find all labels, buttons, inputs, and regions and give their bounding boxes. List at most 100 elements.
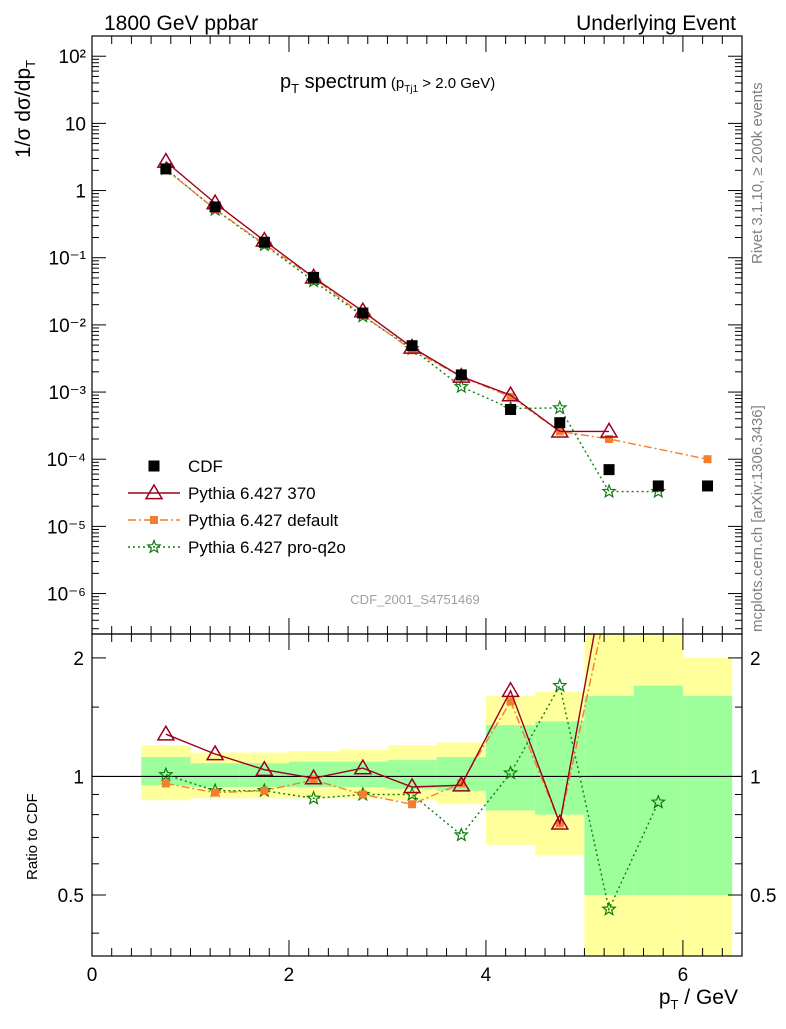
ratio-bands [141, 634, 733, 956]
ratio-point-default [161, 779, 170, 788]
cdf-point [308, 271, 320, 283]
mcplots-label: mcplots.cern.ch [arXiv:1306.3436] [749, 405, 766, 632]
series-line-pythia-6-427-default [165, 169, 708, 460]
ratio-line-pythia-6-427-370 [165, 634, 595, 827]
band-green [633, 685, 683, 895]
ratio-ytick-label-left: 0.5 [58, 886, 84, 907]
main-ytick-label: 10⁻⁵ [47, 517, 86, 538]
cdf-point [406, 340, 418, 352]
main-ytick-label: 10⁻⁴ [47, 450, 86, 471]
main-title: pT spectrum (pTj1 > 2.0 GeV) [280, 71, 495, 96]
ratio-ytick-label-right: 1 [750, 767, 761, 788]
legend-marker-cdf [148, 460, 160, 472]
cdf-point [357, 307, 369, 319]
cdf-point [209, 201, 221, 213]
pythia-q2o-point [552, 399, 568, 415]
ratio-point-370 [304, 768, 323, 785]
pythia-370-point [599, 421, 619, 438]
main-ytick-label: 10 [65, 114, 86, 135]
main-plot-marks [156, 152, 714, 499]
ratio-point-370 [255, 760, 274, 777]
cdf-point [652, 480, 664, 492]
ratio-point-q2o [158, 766, 174, 782]
main-ytick-label: 10⁻³ [49, 383, 87, 404]
pythia-370-point [501, 385, 520, 402]
ratio-point-default [260, 786, 269, 795]
legend-label: CDF [188, 457, 223, 476]
ratio-point-370 [402, 777, 422, 794]
ratio-point-370 [601, 545, 617, 559]
ratio-point-370 [205, 744, 225, 761]
ratio-point-default [605, 590, 613, 598]
pythia-default-point [506, 392, 515, 401]
ratio-point-q2o [453, 826, 470, 842]
band-green [387, 760, 437, 789]
pythia-q2o-point [453, 378, 470, 394]
ratio-point-370 [353, 758, 373, 775]
main-ytick-label: 10⁻⁶ [47, 585, 86, 606]
pythia-370-point [550, 421, 570, 438]
band-green [535, 721, 585, 815]
ratio-point-q2o [552, 677, 568, 693]
header-left: 1800 GeV ppbar [104, 12, 258, 35]
ratio-point-q2o [305, 790, 322, 805]
legend-marker-q2o [146, 538, 162, 554]
legend-marker-default [150, 516, 158, 524]
main-ytick-label: 1 [75, 182, 86, 203]
pythia-default-point [605, 435, 614, 444]
ratio-point-q2o [650, 794, 667, 809]
main-ytick-label: 10⁻¹ [49, 249, 87, 270]
legend-label: Pythia 6.427 370 [188, 484, 316, 503]
xtick-label: 6 [678, 965, 689, 986]
ratio-ytick-label-left: 1 [73, 767, 84, 788]
cdf-point [603, 464, 615, 476]
ratio-point-q2o [601, 901, 617, 916]
ratio-ytick-label-left: 2 [73, 649, 84, 670]
cdf-point [160, 163, 172, 175]
ratio-ylabel: Ratio to CDF [24, 793, 41, 880]
cdf-point [702, 480, 714, 492]
pythia-default-point [703, 455, 712, 464]
series-line-pythia-6-427-370 [165, 161, 609, 433]
ratio-point-q2o [502, 764, 519, 780]
main-ylabel: 1/σ dσ/dpT [12, 60, 38, 158]
cdf-point [455, 369, 467, 381]
rivet-label: Rivet 3.1.10, ≥ 200k events [749, 82, 766, 264]
series-line-pythia-6-427-pro-q2o [165, 168, 659, 493]
ratio-ytick-label-right: 0.5 [750, 886, 776, 907]
ratio-point-default [211, 788, 220, 797]
ratio-ytick-label-right: 2 [750, 649, 761, 670]
legend: CDF Pythia 6.427 370 Pythia 6.427 default P… [128, 457, 346, 557]
ratio-point-default [457, 779, 466, 788]
xtick-label: 4 [481, 965, 492, 986]
ratio-frame [91, 633, 743, 957]
ratio-point-370 [550, 813, 570, 830]
ratio-point-default [506, 697, 515, 706]
ratio-point-370 [156, 724, 176, 741]
xtick-label: 0 [87, 965, 98, 986]
cdf-point [554, 417, 566, 429]
xtick-label: 2 [284, 965, 295, 986]
legend-label: Pythia 6.427 pro-q2o [188, 538, 346, 557]
legend-marker-370 [144, 483, 164, 500]
ratio-point-default [309, 775, 318, 784]
ratio-point-370 [501, 681, 520, 698]
band-green [682, 696, 733, 895]
cdf-point [258, 236, 270, 248]
legend-label: Pythia 6.427 default [188, 511, 339, 530]
band-green [584, 696, 634, 895]
axis-ticks: 10⁻⁶ 10⁻⁵ 10⁻⁴ 10⁻³ 10⁻² 10⁻¹ 1 10 10² 0 2 4 6 0.5 0.5… [47, 35, 776, 986]
main-ytick-label: 10² [59, 47, 86, 68]
header-right: Underlying Event [576, 12, 736, 35]
analysis-watermark: CDF_2001_S4751469 [350, 592, 479, 607]
ratio-point-370 [452, 775, 471, 792]
x-axis-label: pT / GeV [659, 986, 738, 1012]
ratio-point-default [408, 800, 417, 809]
pythia-q2o-point [601, 483, 617, 499]
main-ytick-label: 10⁻² [49, 316, 87, 337]
cdf-point [505, 403, 517, 415]
band-green [190, 763, 240, 788]
ratio-line-pythia-6-427-default [165, 634, 602, 826]
